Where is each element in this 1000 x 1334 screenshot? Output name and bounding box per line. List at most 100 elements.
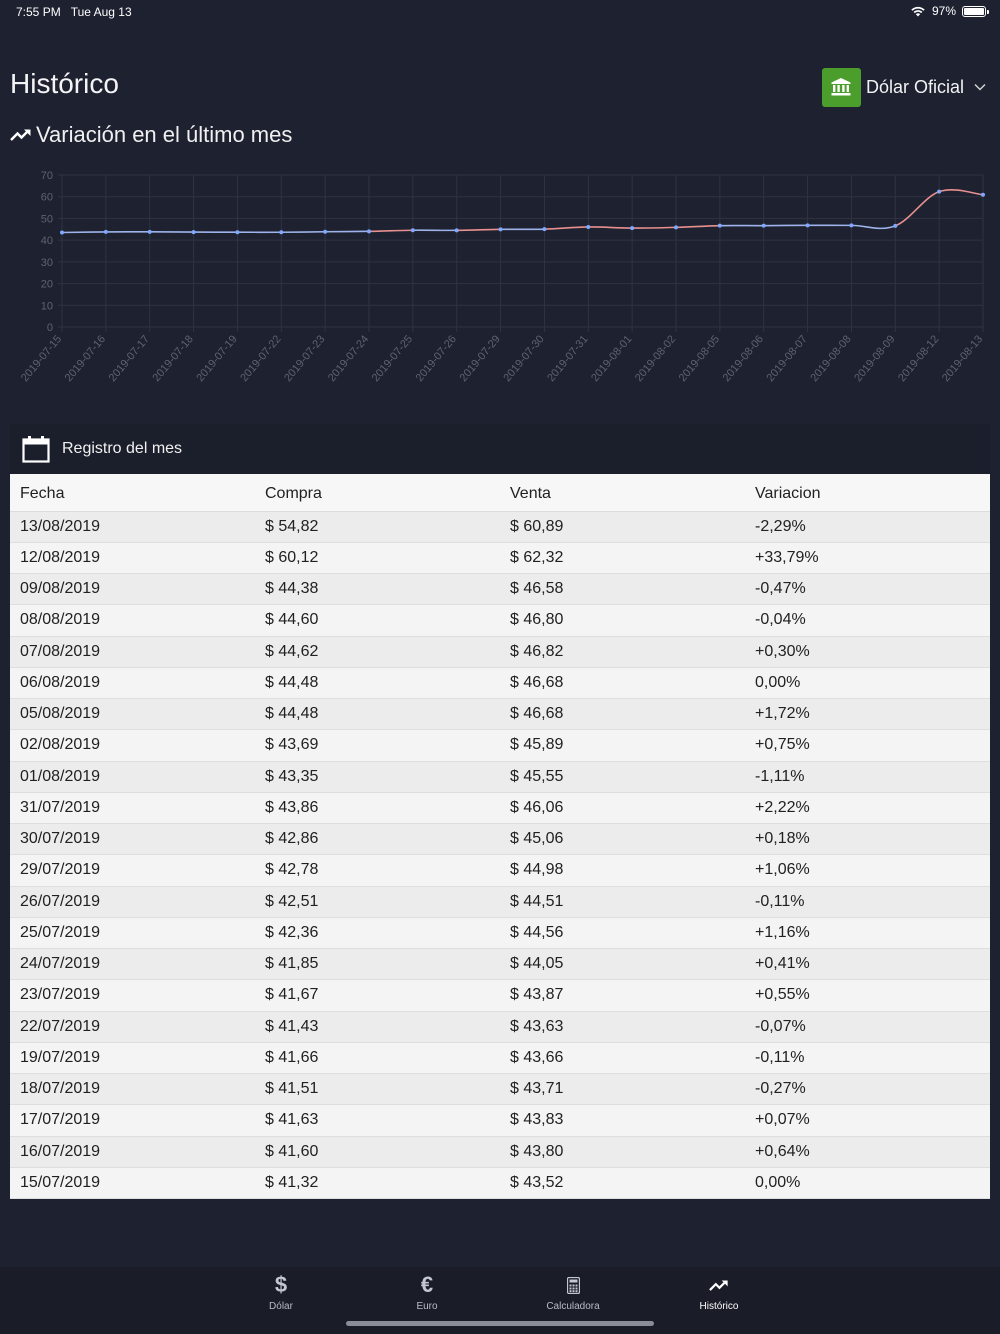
trending-up-icon — [709, 1273, 729, 1297]
x-tick-label: 2019-08-05 — [677, 333, 722, 384]
cell-fecha: 23/07/2019 — [10, 979, 255, 1012]
cell-variacion: -0,11% — [745, 1042, 990, 1075]
cell-compra: $ 44,48 — [255, 698, 500, 731]
cell-venta: $ 45,89 — [500, 729, 745, 762]
cell-variacion: -1,11% — [745, 761, 990, 793]
cell-variacion: +0,55% — [745, 979, 990, 1012]
table-row: 17/07/2019 $ 41,63 $ 43,83 +0,07% — [10, 1104, 990, 1137]
table-row: 31/07/2019 $ 43,86 $ 46,06 +2,22% — [10, 792, 990, 825]
home-indicator — [346, 1321, 654, 1326]
cell-variacion: +0,18% — [745, 823, 990, 856]
x-tick-label: 2019-07-16 — [63, 333, 108, 384]
cell-variacion: 0,00% — [745, 1167, 990, 1200]
cell-fecha: 29/07/2019 — [10, 854, 255, 887]
y-tick-label: 60 — [41, 192, 53, 204]
cell-venta: $ 46,82 — [500, 636, 745, 668]
x-tick-label: 2019-07-15 — [19, 333, 64, 384]
tab-historico[interactable]: Histórico — [646, 1267, 792, 1334]
x-tick-label: 2019-07-25 — [370, 333, 415, 384]
cell-venta: $ 44,05 — [500, 948, 745, 981]
dollar-icon: $ — [274, 1272, 288, 1297]
data-point — [674, 225, 678, 230]
table-header-row: Fecha Compra Venta Variacion — [10, 474, 990, 512]
column-header-variacion: Variacion — [745, 474, 990, 512]
cell-variacion: -0,47% — [745, 573, 990, 606]
cell-fecha: 12/08/2019 — [10, 542, 255, 575]
tab-label: Histórico — [699, 1301, 739, 1312]
data-point — [586, 224, 591, 229]
cell-fecha: 25/07/2019 — [10, 917, 255, 950]
cell-fecha: 22/07/2019 — [10, 1011, 255, 1043]
x-tick-label: 2019-07-29 — [458, 333, 503, 384]
battery-icon — [962, 5, 989, 17]
table-row: 25/07/2019 $ 42,36 $ 44,56 +1,16% — [10, 917, 990, 950]
data-point — [542, 227, 547, 232]
data-point — [367, 229, 371, 234]
currency-selector[interactable]: Dólar Oficial — [821, 67, 986, 107]
cell-compra: $ 42,86 — [255, 823, 500, 856]
tab-calculadora[interactable]: Calculadora — [500, 1267, 646, 1334]
table-row: 05/08/2019 $ 44,48 $ 46,68 +1,72% — [10, 698, 990, 731]
table-row: 18/07/2019 $ 41,51 $ 43,71 -0,27% — [10, 1073, 990, 1106]
series-line-segment — [61, 231, 106, 234]
data-point — [981, 192, 985, 197]
data-point — [279, 230, 284, 235]
data-point — [849, 223, 854, 228]
x-tick-label: 2019-08-02 — [633, 333, 678, 384]
table-row: 08/08/2019 $ 44,60 $ 46,80 -0,04% — [10, 604, 990, 637]
cell-compra: $ 43,35 — [255, 761, 500, 793]
wifi-icon — [911, 6, 925, 17]
cell-fecha: 02/08/2019 — [10, 729, 255, 762]
y-tick-label: 0 — [47, 322, 53, 334]
table-row: 24/07/2019 $ 41,85 $ 44,05 +0,41% — [10, 948, 990, 981]
table-row: 01/08/2019 $ 43,35 $ 45,55 -1,11% — [10, 761, 990, 793]
x-tick-label: 2019-07-19 — [194, 333, 239, 384]
bank-icon — [821, 67, 861, 107]
cell-variacion: +1,72% — [745, 698, 990, 731]
cell-fecha: 07/08/2019 — [10, 636, 255, 668]
cell-compra: $ 41,63 — [255, 1104, 500, 1137]
cell-venta: $ 46,58 — [500, 573, 745, 606]
cell-fecha: 08/08/2019 — [10, 604, 255, 637]
table-row: 19/07/2019 $ 41,66 $ 43,66 -0,11% — [10, 1042, 990, 1075]
y-tick-label: 30 — [41, 257, 53, 269]
series-line-segment — [851, 224, 896, 230]
cell-variacion: +0,07% — [745, 1104, 990, 1137]
cell-venta: $ 60,89 — [500, 511, 745, 543]
tab-euro[interactable]: € Euro — [354, 1267, 500, 1334]
x-tick-label: 2019-07-23 — [282, 333, 327, 384]
chart-title: Variación en el último mes — [36, 122, 293, 147]
cell-fecha: 16/07/2019 — [10, 1136, 255, 1168]
status-right: 97% — [910, 4, 989, 18]
cell-variacion: +33,79% — [745, 542, 990, 575]
tab-label: Dólar — [269, 1301, 293, 1312]
cell-venta: $ 43,87 — [500, 979, 745, 1012]
registro-table-wrap: Fecha Compra Venta Variacion 13/08/2019 $… — [10, 474, 990, 1200]
cell-venta: $ 46,68 — [500, 667, 745, 700]
data-point — [191, 230, 196, 235]
cell-venta: $ 44,98 — [500, 854, 745, 887]
table-row: 29/07/2019 $ 42,78 $ 44,98 +1,06% — [10, 854, 990, 887]
series-line-segment — [368, 229, 413, 233]
calendar-icon — [22, 436, 50, 463]
calculator-icon — [566, 1273, 580, 1297]
cell-compra: $ 44,60 — [255, 604, 500, 637]
column-header-compra: Compra — [255, 474, 500, 512]
selector-label: Dólar Oficial — [865, 76, 964, 97]
data-point — [805, 223, 810, 228]
table-row: 06/08/2019 $ 44,48 $ 46,68 0,00% — [10, 667, 990, 700]
tab-label: Euro — [416, 1301, 438, 1312]
data-point — [454, 228, 459, 233]
series-line-segment — [675, 224, 720, 229]
data-point — [323, 229, 328, 234]
cell-variacion: +1,16% — [745, 917, 990, 950]
y-tick-label: 20 — [41, 279, 53, 291]
tab-dolar[interactable]: $ Dólar — [208, 1267, 354, 1334]
table-row: 26/07/2019 $ 42,51 $ 44,51 -0,11% — [10, 886, 990, 918]
cell-compra: $ 42,78 — [255, 854, 500, 887]
cell-variacion: 0,00% — [745, 667, 990, 700]
page-title: Histórico — [10, 68, 119, 99]
cell-compra: $ 44,38 — [255, 573, 500, 606]
registro-table: Fecha Compra Venta Variacion 13/08/2019 $… — [10, 474, 990, 1200]
tab-bar: $ Dólar € Euro Calculadora — [0, 1267, 1000, 1334]
